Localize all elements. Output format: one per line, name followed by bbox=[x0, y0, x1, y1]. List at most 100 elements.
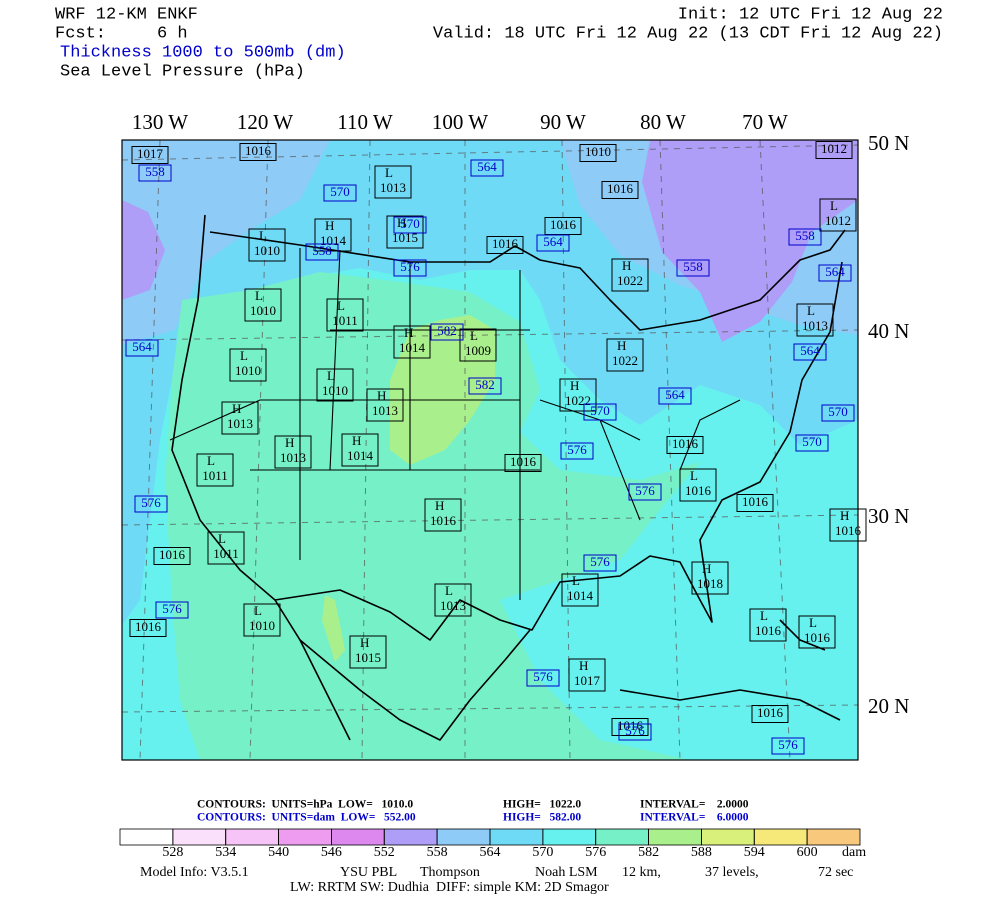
graticule-line bbox=[249, 140, 269, 760]
band-552-558-east bbox=[642, 140, 858, 342]
thickness-value: 558 bbox=[683, 259, 703, 274]
thickness-value: 558 bbox=[312, 243, 332, 258]
thickness-box bbox=[470, 159, 504, 177]
pressure-box bbox=[459, 328, 497, 362]
longitude-label: 100 W bbox=[432, 110, 488, 134]
colorbar-box bbox=[753, 828, 808, 846]
band-582-588 bbox=[390, 315, 495, 465]
pressure-box bbox=[815, 141, 853, 159]
pressure-value: 1017 bbox=[137, 146, 164, 161]
thickness-box bbox=[393, 216, 427, 234]
pressure-value: 1015 bbox=[392, 230, 418, 245]
boundary-line bbox=[779, 619, 826, 651]
pressure-value: 1016 bbox=[755, 623, 782, 638]
pressure-box bbox=[611, 718, 649, 736]
band-582-588-baja bbox=[322, 595, 345, 662]
colorbar-label: 588 bbox=[691, 845, 712, 860]
pressure-center-letter: H bbox=[285, 435, 294, 450]
state-line bbox=[599, 419, 641, 521]
colorbar-label: 534 bbox=[215, 845, 236, 860]
thickness-value: 570 bbox=[400, 216, 420, 231]
pressure-value: 1010 bbox=[249, 618, 275, 633]
colorbar-label: 594 bbox=[744, 845, 765, 860]
pressure-center-letter: L bbox=[337, 298, 345, 313]
thickness-value: 564 bbox=[132, 339, 152, 354]
thickness-box bbox=[536, 234, 570, 252]
thickness-value: 564 bbox=[800, 343, 820, 358]
pressure-box bbox=[248, 228, 286, 262]
graticule-line bbox=[139, 140, 161, 760]
colorbar-label: 582 bbox=[638, 845, 659, 860]
thickness-value: 558 bbox=[145, 164, 165, 179]
thickness-value: 576 bbox=[590, 554, 610, 569]
colorbar-box bbox=[172, 828, 227, 846]
graticule-line bbox=[561, 140, 571, 760]
latitude-label: 40 N bbox=[868, 319, 909, 343]
pressure-center-letter: L bbox=[207, 453, 215, 468]
model-info-2: LW: RRTM SW: Dudhia DIFF: simple KM: 2D … bbox=[290, 880, 609, 895]
state-line bbox=[329, 249, 341, 471]
pressure-value: 1017 bbox=[574, 673, 601, 688]
model-info: 72 sec bbox=[818, 865, 853, 880]
pressure-box bbox=[579, 144, 617, 162]
graticule-line bbox=[122, 144, 858, 161]
thickness-value: 570 bbox=[828, 404, 848, 419]
thickness-box bbox=[771, 737, 805, 755]
pressure-center-letter: L bbox=[830, 198, 838, 213]
thickness-box bbox=[138, 164, 172, 182]
pressure-value: 1022 bbox=[565, 393, 591, 408]
pressure-center-letter: L bbox=[690, 468, 698, 483]
pressure-center-letter: L bbox=[760, 608, 768, 623]
pressure-box bbox=[486, 236, 524, 254]
colorbar-box bbox=[383, 828, 438, 846]
thickness-box bbox=[468, 377, 502, 395]
pressure-center-letter: L bbox=[218, 531, 226, 546]
colorbar-box bbox=[331, 828, 385, 846]
boundary-line bbox=[171, 214, 351, 741]
thickness-value: 576 bbox=[533, 669, 553, 684]
boundary-line bbox=[619, 689, 841, 721]
colorbar-unit: dam bbox=[842, 845, 866, 860]
pressure-box bbox=[314, 218, 352, 252]
field-thickness: Thickness 1000 to 500mb (dm) bbox=[60, 43, 346, 62]
pressure-value: 1010 bbox=[322, 383, 348, 398]
pressure-value: 1016 bbox=[510, 454, 537, 469]
pressure-center-letter: H bbox=[702, 561, 711, 576]
pressure-box bbox=[829, 508, 867, 542]
longitude-label: 110 W bbox=[337, 110, 393, 134]
thickness-box bbox=[134, 495, 168, 513]
colorbar-box bbox=[278, 828, 332, 846]
longitude-label: 120 W bbox=[237, 110, 293, 134]
pressure-value: 1016 bbox=[685, 483, 712, 498]
pressure-box bbox=[229, 348, 267, 382]
thickness-box bbox=[658, 387, 692, 405]
pressure-box bbox=[611, 258, 649, 292]
graticule-line bbox=[122, 514, 858, 526]
pressure-value: 1014 bbox=[399, 340, 426, 355]
thickness-box bbox=[560, 442, 594, 460]
pressure-value: 1016 bbox=[159, 547, 186, 562]
thickness-value: 576 bbox=[778, 737, 798, 752]
pressure-value: 1012 bbox=[821, 141, 847, 156]
longitude-label: 80 W bbox=[640, 110, 686, 134]
thickness-box bbox=[393, 259, 427, 277]
model-info: YSU PBL bbox=[340, 865, 397, 880]
pressure-value: 1013 bbox=[440, 598, 466, 613]
map-labels: 130 W 120 W 110 W 100 W 90 W 80 W 70 W 50 N 40 N… bbox=[125, 110, 909, 755]
pressure-center-letter: H bbox=[579, 658, 588, 673]
model-title: WRF 12-KM ENKF bbox=[55, 5, 198, 24]
pressure-value: 1016 bbox=[135, 619, 162, 634]
field-slp: Sea Level Pressure (hPa) bbox=[60, 62, 305, 81]
colorbar-label: 558 bbox=[427, 845, 448, 860]
graticule-line bbox=[122, 704, 858, 713]
colorbar-label: 528 bbox=[162, 845, 183, 860]
colorbar-label: 600 bbox=[797, 845, 818, 860]
pressure-value: 1016 bbox=[607, 181, 634, 196]
pressure-center-letter: L bbox=[385, 165, 393, 180]
thickness-box bbox=[583, 403, 617, 421]
thickness-value: 582 bbox=[475, 377, 495, 392]
thickness-value: 570 bbox=[590, 403, 610, 418]
thickness-value: 564 bbox=[477, 159, 497, 174]
thickness-value: 582 bbox=[437, 323, 457, 338]
pressure-center-letter: H bbox=[352, 433, 361, 448]
